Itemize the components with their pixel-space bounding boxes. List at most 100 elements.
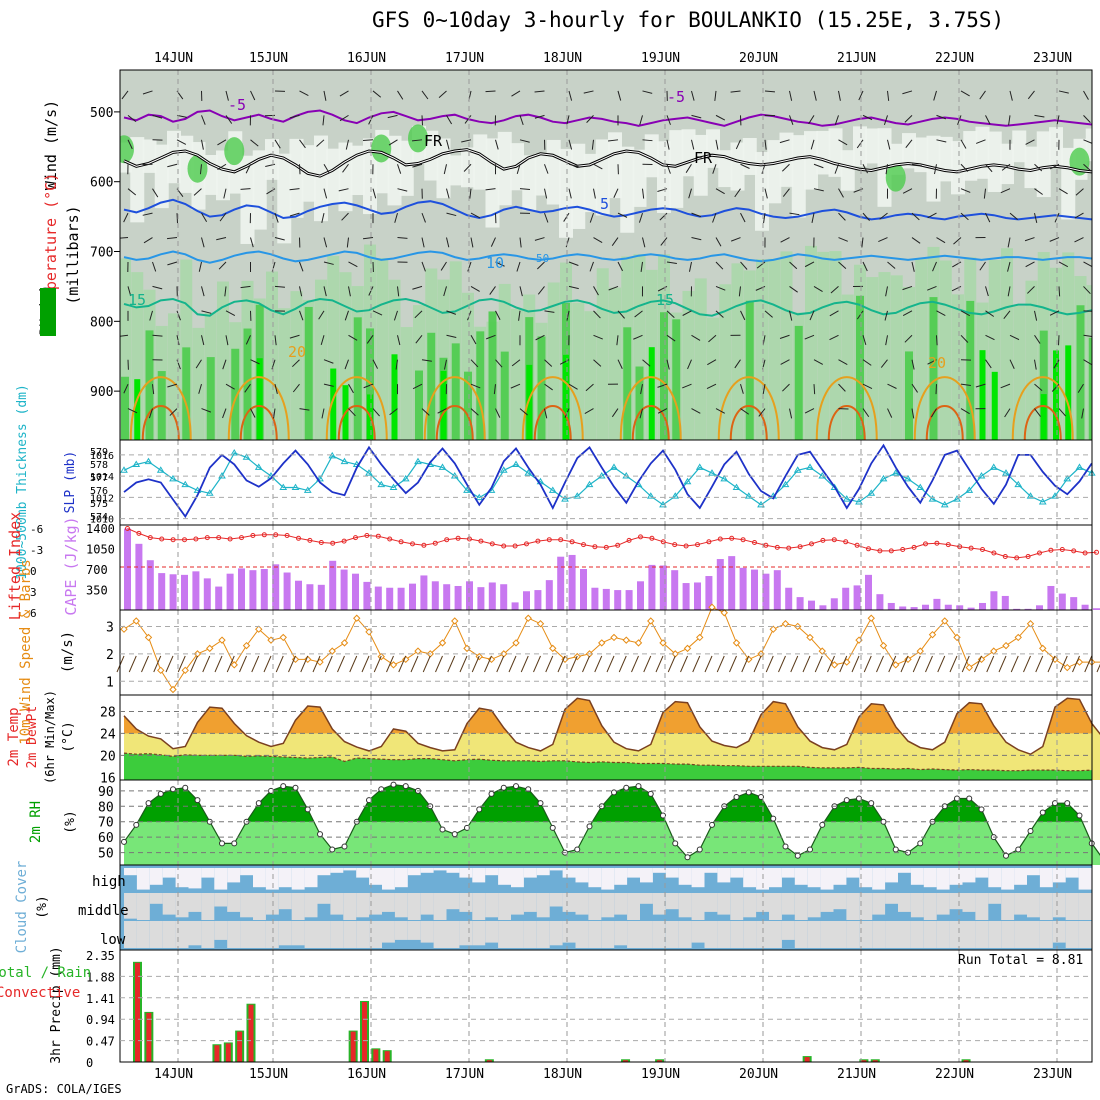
rh-patch-light bbox=[265, 139, 279, 180]
thickness-point bbox=[512, 460, 520, 467]
wind-barb bbox=[387, 114, 398, 119]
wind-barb bbox=[584, 408, 594, 414]
cloud-low-bar bbox=[833, 921, 847, 948]
rh-patch-green bbox=[427, 332, 436, 440]
wind-barb bbox=[813, 163, 824, 169]
wind-barb bbox=[127, 114, 137, 122]
wind-barb bbox=[274, 384, 278, 394]
wind-barb bbox=[544, 310, 555, 313]
wind10-barb bbox=[128, 655, 137, 673]
rh2m-point bbox=[182, 784, 189, 791]
lifted-index-point bbox=[923, 541, 928, 547]
cloud-high-bar bbox=[149, 868, 163, 885]
rh-patch-mid bbox=[547, 282, 560, 440]
wind-barb bbox=[534, 114, 545, 119]
wind10-barb bbox=[655, 655, 664, 673]
cape-bar bbox=[602, 588, 610, 610]
wind-barb bbox=[838, 261, 847, 270]
wind-barb bbox=[414, 310, 423, 319]
cloud-low-bar bbox=[1065, 921, 1079, 948]
cape-bar bbox=[420, 575, 428, 610]
rh2m-point bbox=[390, 781, 397, 788]
wind10-point bbox=[451, 617, 459, 625]
cape-tick: 700 bbox=[86, 563, 108, 577]
wind-barb bbox=[642, 188, 645, 199]
wind10-barb bbox=[447, 655, 456, 673]
lifted-index-point bbox=[501, 543, 507, 549]
rh-patch-mid bbox=[266, 271, 278, 440]
precip-convective-bar bbox=[214, 1045, 220, 1062]
wind-barb bbox=[902, 90, 913, 95]
cloud-low-bar bbox=[614, 921, 628, 946]
thickness-point bbox=[610, 463, 618, 470]
wind-barb bbox=[617, 261, 623, 272]
cloud-high-bar bbox=[949, 868, 963, 885]
lifted-index-point bbox=[809, 541, 814, 547]
cloud-high-bar bbox=[601, 868, 615, 890]
rh-patch-mid bbox=[952, 294, 964, 440]
cloud-high-bar bbox=[1001, 868, 1015, 890]
wind10-barb bbox=[680, 655, 688, 673]
wind-barb bbox=[933, 90, 937, 101]
cloud-high-bar bbox=[936, 868, 950, 890]
isotherm-25-loop bbox=[729, 404, 768, 440]
cloud-low-bar bbox=[227, 921, 241, 948]
lifted-index-point bbox=[945, 542, 951, 548]
rh2m-point bbox=[635, 783, 642, 790]
rh-patch-green bbox=[660, 312, 668, 440]
cape-bar bbox=[431, 581, 439, 610]
wind-barb bbox=[216, 237, 227, 241]
cloud-low-bar bbox=[743, 921, 757, 948]
cloud-middle-bar bbox=[265, 893, 279, 915]
precip-tick: 1.41 bbox=[86, 992, 115, 1006]
wind-barb bbox=[470, 212, 481, 219]
rh-patch-green bbox=[1088, 337, 1092, 440]
precip-convective-bar bbox=[963, 1060, 969, 1062]
wind-barb bbox=[834, 164, 839, 174]
wind-barb bbox=[397, 164, 402, 174]
cloud-high-bar bbox=[291, 868, 305, 890]
wind-barb bbox=[951, 285, 962, 292]
rh2m-point bbox=[1015, 846, 1022, 853]
cloud-middle-bar bbox=[846, 893, 860, 920]
wind-barb bbox=[687, 359, 692, 370]
chart-title: GFS 0~10day 3-hourly for BOULANKIO (15.2… bbox=[372, 8, 1005, 32]
thickness-tick: 576 bbox=[90, 486, 108, 497]
rh-patch-mid bbox=[866, 277, 879, 440]
rh2m-point bbox=[133, 821, 140, 828]
rh-patch-green bbox=[537, 336, 546, 440]
wind-barb bbox=[960, 334, 969, 343]
wind-barb bbox=[201, 408, 212, 413]
cloud-high-bar bbox=[781, 868, 795, 878]
wind-barb bbox=[862, 408, 870, 418]
cape-bar bbox=[124, 528, 131, 610]
rh-patch-light bbox=[167, 130, 181, 184]
precip-tick: 2.35 bbox=[86, 949, 115, 963]
cloud-low-bar bbox=[201, 921, 215, 948]
wind10-barb bbox=[925, 655, 933, 673]
wind-barb bbox=[782, 188, 790, 197]
wind10-barb bbox=[606, 655, 615, 673]
wind10-barb bbox=[961, 655, 970, 673]
wind-barb bbox=[393, 310, 398, 321]
wind-barb bbox=[691, 114, 702, 119]
wind-barb bbox=[1007, 261, 1011, 272]
wind-barb bbox=[808, 115, 815, 125]
wind-barb bbox=[960, 212, 969, 221]
cloud-middle-bar bbox=[433, 893, 447, 920]
footer-credit: GrADS: COLA/IGES bbox=[6, 1082, 122, 1096]
cape-bar bbox=[215, 586, 223, 610]
wind-barb bbox=[395, 359, 398, 370]
wind-barb bbox=[902, 188, 913, 194]
rh2m-point bbox=[219, 840, 225, 847]
dewpt-area bbox=[124, 753, 1092, 780]
wind-barb bbox=[1053, 359, 1060, 369]
wind10-point bbox=[732, 639, 741, 647]
cape-bar bbox=[500, 584, 508, 610]
wind-barb bbox=[464, 115, 472, 124]
wind-barb bbox=[593, 188, 596, 199]
wind10-point bbox=[132, 617, 140, 625]
wind-barb bbox=[960, 310, 971, 317]
wind-barb bbox=[152, 114, 163, 119]
lifted-index-point bbox=[1071, 548, 1077, 554]
